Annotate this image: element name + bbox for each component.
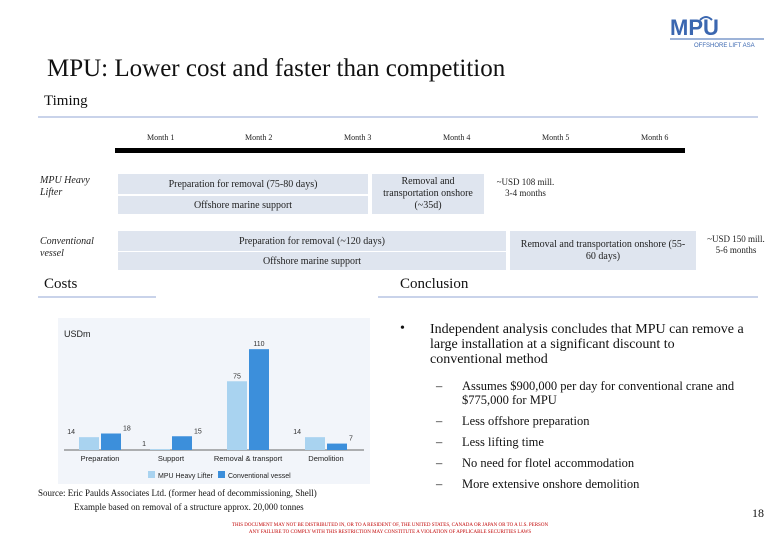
dash-icon: –	[436, 477, 443, 491]
data-label: 14	[67, 429, 75, 436]
month-label: Month 1	[147, 133, 175, 142]
dash-icon: –	[436, 456, 443, 470]
conv-cost-annotation: ~USD 150 mill. 5-6 months	[698, 234, 774, 256]
conclusion-main-text: Independent analysis concludes that MPU …	[430, 322, 744, 367]
month-label: Month 5	[542, 133, 570, 142]
conv-removal-bar: Removal and transportation onshore (55-6…	[510, 231, 696, 270]
logo-subtext: OFFSHORE LIFT ASA	[694, 43, 755, 49]
month-label: Month 2	[245, 133, 273, 142]
costs-heading: Costs	[44, 276, 78, 292]
costs-rule	[38, 296, 156, 298]
legend-label: Conventional vessel	[228, 473, 291, 480]
chart-bar	[227, 381, 247, 450]
legend-swatch	[218, 471, 225, 478]
mpu-offshore-bar: Offshore marine support	[118, 196, 368, 214]
conclusion-sub-text: Assumes $900,000 per day for conventiona…	[462, 379, 735, 407]
conclusion-main-item: • Independent analysis concludes that MP…	[400, 321, 750, 367]
chart-bar	[249, 349, 269, 450]
data-label: 7	[349, 436, 353, 443]
page-number: 18	[752, 506, 764, 520]
conclusion-sub-item: – Assumes $900,000 per day for conventio…	[436, 379, 750, 407]
conclusion-sub-item: – More extensive onshore demolition	[436, 477, 750, 491]
mpu-prep-bar: Preparation for removal (75-80 days)	[118, 174, 368, 194]
company-logo: MPU OFFSHORE LIFT ASA	[668, 10, 768, 50]
conv-prep-bar: Preparation for removal (~120 days)	[118, 231, 506, 251]
chart-bar	[305, 437, 325, 450]
legend-swatch	[148, 471, 155, 478]
bullet-icon: •	[400, 321, 405, 336]
data-label: 15	[194, 428, 202, 435]
category-label: Preparation	[81, 454, 120, 463]
timeline-axis	[115, 148, 685, 153]
mpu-removal-bar: Removal and transportation onshore (~35d…	[372, 174, 484, 214]
chart-bar	[172, 436, 192, 450]
category-label: Support	[158, 454, 185, 463]
chart-bar	[150, 449, 170, 450]
conclusion-sub-text: More extensive onshore demolition	[462, 477, 640, 491]
example-note: Example based on removal of a structure …	[74, 502, 304, 512]
month-label: Month 3	[344, 133, 372, 142]
conclusion-block: • Independent analysis concludes that MP…	[400, 321, 750, 491]
category-label: Demolition	[308, 454, 343, 463]
legend-label: MPU Heavy Lifter	[158, 473, 214, 480]
dash-icon: –	[436, 379, 443, 393]
conv-duration: 5-6 months	[715, 245, 757, 255]
mpu-cost-annotation: ~USD 108 mill. 3-4 months	[488, 177, 563, 199]
conclusion-sub-text: Less lifting time	[462, 435, 544, 449]
disclaimer: THIS DOCUMENT MAY NOT BE DISTRIBUTED IN,…	[150, 522, 630, 536]
month-label: Month 4	[443, 133, 471, 142]
conv-cost: ~USD 150 mill.	[707, 234, 765, 244]
dash-icon: –	[436, 435, 443, 449]
conclusion-sub-text: No need for flotel accommodation	[462, 456, 635, 470]
row-label-conventional: Conventional vessel	[40, 236, 94, 259]
chart-bar	[327, 443, 347, 450]
chart-bar	[79, 437, 99, 450]
timing-heading: Timing	[44, 93, 88, 109]
chart-unit-label: USDm	[64, 329, 91, 339]
data-label: 18	[123, 426, 131, 433]
data-label: 75	[233, 373, 241, 380]
data-label: 14	[293, 429, 301, 436]
data-label: 110	[253, 341, 264, 348]
conclusion-sub-item: – No need for flotel accommodation	[436, 456, 750, 470]
month-label: Month 6	[641, 133, 669, 142]
page-title: MPU: Lower cost and faster than competit…	[47, 55, 506, 82]
row-label-mpu: MPU Heavy Lifter	[40, 175, 90, 198]
disclaimer-line: ANY FAILURE TO COMPLY WITH THIS RESTRICT…	[248, 530, 532, 535]
dash-icon: –	[436, 414, 443, 428]
disclaimer-line: THIS DOCUMENT MAY NOT BE DISTRIBUTED IN,…	[231, 523, 549, 528]
conclusion-heading: Conclusion	[400, 276, 469, 292]
conclusion-rule	[378, 296, 758, 298]
conclusion-sub-text: Less offshore preparation	[462, 414, 590, 428]
timing-rule	[38, 116, 758, 118]
mpu-duration: 3-4 months	[505, 188, 546, 198]
source-note: Source: Eric Paulds Associates Ltd. (for…	[38, 488, 317, 498]
category-label: Removal & transport	[214, 454, 283, 463]
chart-bar	[101, 433, 121, 450]
conclusion-sub-item: – Less offshore preparation	[436, 414, 750, 428]
data-label: 1	[142, 441, 146, 448]
conclusion-sub-item: – Less lifting time	[436, 435, 750, 449]
mpu-cost: ~USD 108 mill.	[496, 177, 555, 187]
conclusion-sub-list: – Assumes $900,000 per day for conventio…	[400, 379, 750, 491]
cost-bar-chart: USDm 14 18 Preparation 1 15 Support 75 110 Remov…	[58, 318, 370, 484]
conv-offshore-bar: Offshore marine support	[118, 252, 506, 270]
